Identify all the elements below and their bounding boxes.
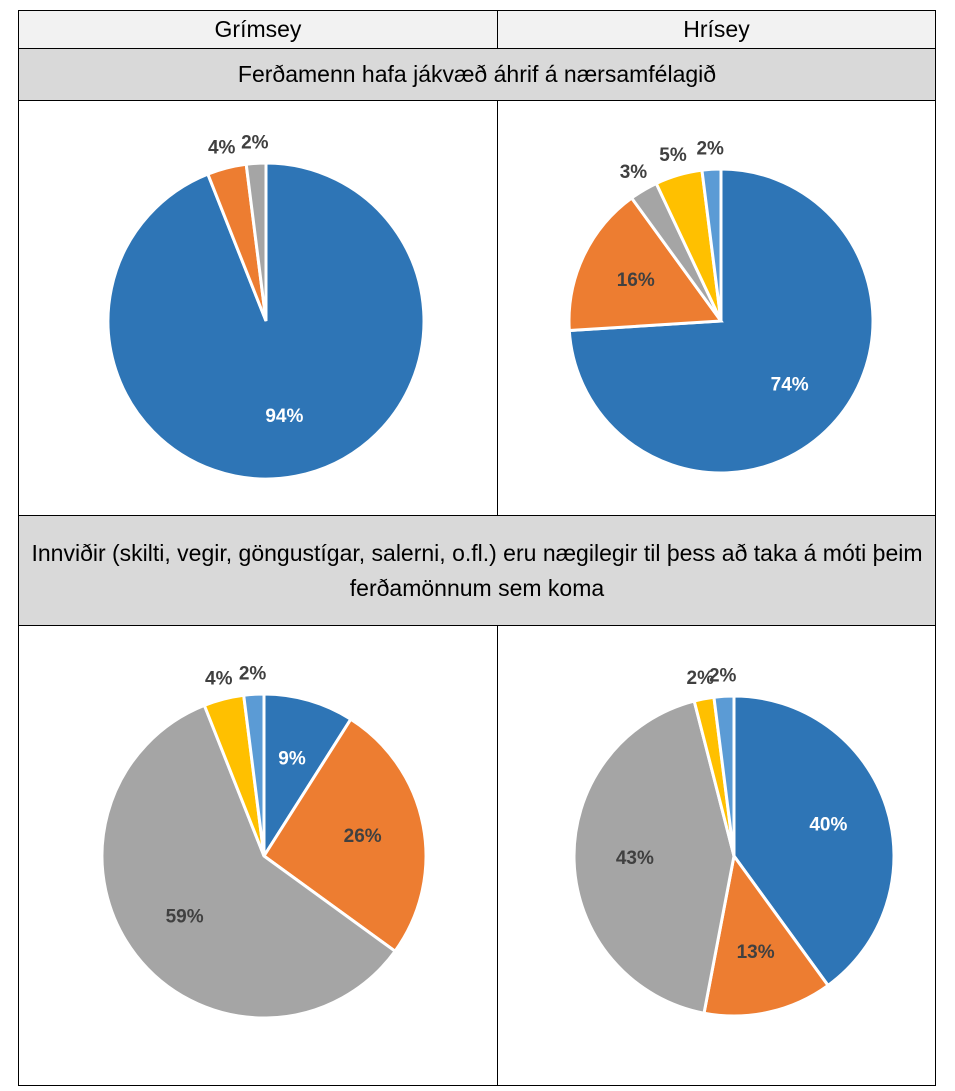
data-label: 2% [696,138,724,159]
data-label: 59% [166,907,204,928]
section-title: Innviðir (skilti, vegir, göngustígar, sa… [18,515,936,626]
data-label: 9% [278,749,306,770]
data-label: 5% [659,145,687,166]
data-label: 40% [809,814,847,835]
data-label: 2% [239,663,267,684]
pie-slice [712,694,736,857]
data-label: 74% [771,375,809,396]
pie-slice [567,195,724,333]
data-label: 13% [737,942,775,963]
pie-slice [242,692,266,857]
pie-slice [700,167,723,322]
column-header: Hrísey [497,10,936,49]
chart-cell: 40% 13% 43% 2% 2% [497,625,936,1086]
data-label: 3% [620,162,648,183]
data-label: 2% [687,668,715,689]
pie-chart: 40% 13% 43% 2%2% [572,665,896,1018]
survey-table: Grímsey Hrísey Ferðamenn hafa jákvæð áhr… [18,10,936,1086]
data-label: 94% [265,406,303,427]
pie-slice [244,161,268,322]
chart-cell: 74% 16% 3% 5% 2% [497,100,936,516]
data-label: 4% [205,669,233,690]
data-label: 2% [241,132,269,153]
data-label: 16% [617,270,655,291]
pie-slice [572,699,736,1015]
pie-slice [261,717,428,954]
data-label: 4% [208,138,236,159]
data-label: 26% [344,826,382,847]
data-label: 43% [616,848,654,869]
pie-slice [702,852,831,1018]
pie-chart: 74% 16% 3% 5% 2% [567,138,875,475]
chart-cell: 94% 4% 2% [18,100,498,516]
pie-chart: 94% 4% 2% [106,132,426,481]
pie-slice [100,703,398,1020]
column-header: Grímsey [18,10,498,49]
pie-slice [262,692,353,862]
section-title: Ferðamenn hafa jákvæð áhrif á nærsamféla… [18,48,936,101]
pie-slice [732,694,896,988]
pie-chart: 9% 26% 59% 4% 2% [100,663,428,1020]
chart-cell: 9% 26% 59% 4% 2% [18,625,498,1086]
data-label: 2% [709,665,737,686]
